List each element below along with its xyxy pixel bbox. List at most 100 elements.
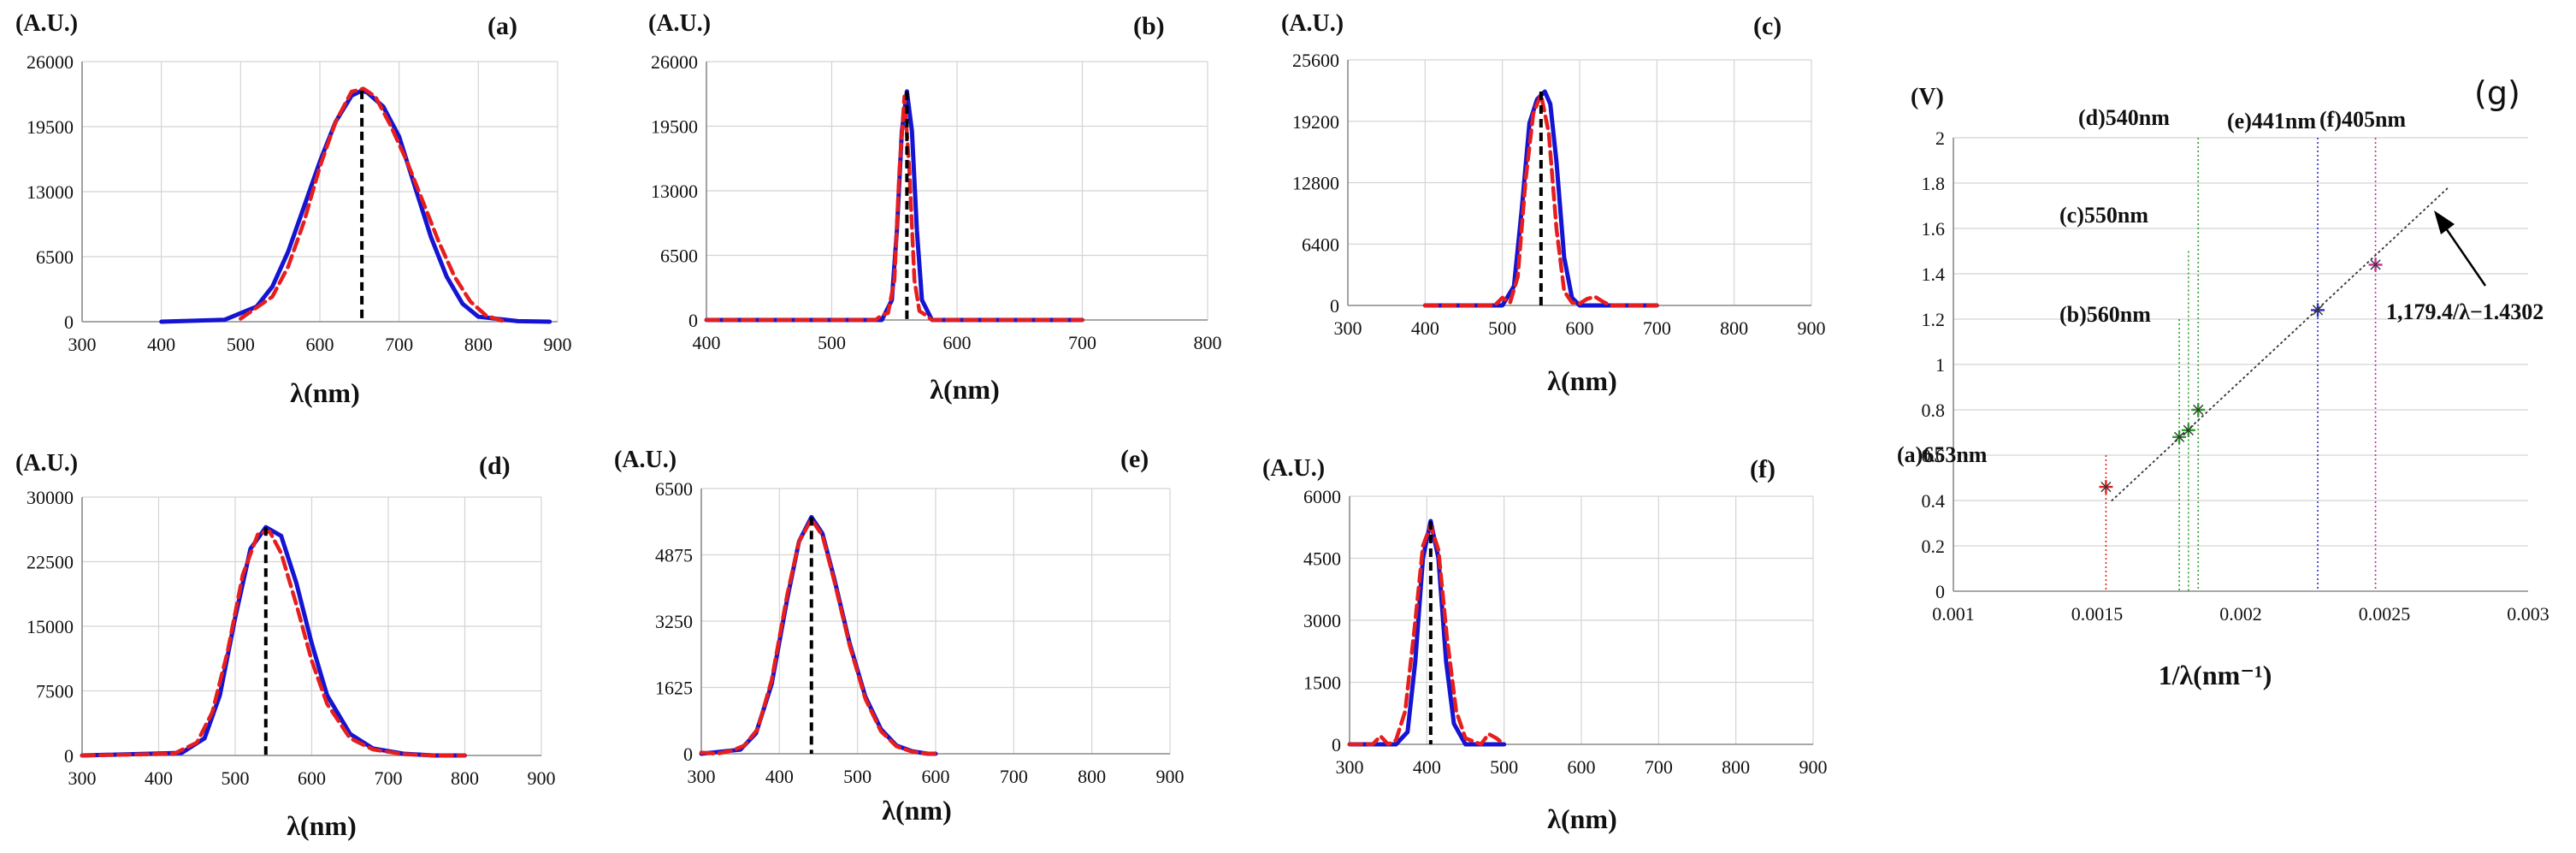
x-tick-label: 400 (693, 332, 721, 353)
x-axis-label: λ(nm) (930, 374, 999, 405)
y-tick-label: 0.4 (1922, 490, 1946, 512)
x-tick-label: 900 (1798, 317, 1826, 339)
point-label: (f)405nm (2319, 107, 2406, 132)
y-tick-label: 3250 (655, 611, 693, 632)
x-tick-label: 0.001 (1932, 603, 1975, 625)
point-label: (a)653nm (1897, 442, 1988, 467)
x-tick-label: 500 (818, 332, 846, 353)
data-point-(d)540nm (2191, 403, 2205, 417)
y-tick-label: 1 (1935, 354, 1945, 376)
x-tick-label: 800 (1194, 332, 1222, 353)
y-tick-label: 0 (683, 743, 693, 765)
y-tick-label: 0 (64, 311, 74, 333)
x-tick-label: 800 (1720, 317, 1748, 339)
x-tick-label: 0.0015 (2071, 603, 2124, 625)
x-tick-label: 700 (1645, 756, 1673, 778)
x-tick-label: 300 (688, 766, 716, 787)
x-tick-label: 300 (68, 334, 97, 355)
y-tick-label: 25600 (1292, 50, 1339, 71)
x-tick-label: 800 (451, 767, 479, 789)
y-tick-label: 19500 (27, 116, 74, 138)
panel-title: (a) (487, 12, 517, 40)
x-tick-label: 0.003 (2507, 603, 2549, 625)
point-label: (c)550nm (2059, 203, 2148, 228)
x-tick-label: 900 (544, 334, 572, 355)
x-tick-label: 600 (922, 766, 950, 787)
x-axis-label: 1/λ(nm⁻¹) (2159, 660, 2272, 690)
panel-title: (c) (1753, 12, 1781, 40)
point-label: (b)560nm (2059, 302, 2151, 327)
y-tick-label: 6500 (660, 246, 698, 267)
arrow-head (2434, 210, 2455, 234)
y-tick-label: 4500 (1303, 548, 1341, 570)
y-axis-unit: (V) (1911, 84, 1944, 110)
series-measured (706, 92, 1083, 320)
x-tick-label: 600 (298, 767, 326, 789)
data-point-(a)653nm (2099, 480, 2112, 494)
y-tick-label: 13000 (651, 181, 698, 202)
x-tick-label: 300 (1334, 317, 1362, 339)
y-tick-label: 6500 (36, 246, 74, 268)
series-fit (240, 89, 502, 321)
fit-line (2112, 188, 2448, 501)
series-fit (82, 531, 465, 755)
panel-g: 0 0.2 0.4 0.6 0.8 1 1.2 1.4 1.6 1.8 2 0.001 0.0015 0.… (1897, 74, 2549, 690)
panel-title: (e) (1120, 445, 1149, 473)
point-label: (e)441nm (2227, 109, 2316, 133)
series-measured (162, 91, 550, 322)
x-tick-label: 400 (145, 767, 173, 789)
x-tick-label: 500 (1490, 756, 1518, 778)
figure: 06500130001950026000300 400 500 600 700 800 90… (0, 0, 2576, 853)
y-tick-label: 19500 (651, 116, 698, 138)
panel-title: (d) (479, 452, 511, 480)
x-axis-label: λ(nm) (287, 810, 356, 841)
y-tick-label: 1500 (1303, 672, 1341, 694)
x-tick-label: 300 (1336, 756, 1364, 778)
point-label: (d)540nm (2078, 105, 2170, 130)
x-tick-label: 0.0025 (2359, 603, 2411, 625)
y-tick-label: 1.2 (1922, 309, 1946, 330)
panel-b: 0 6500 13000 19500 26000 400 500 600 700 800 (b) (A… (648, 10, 1222, 405)
panel-f: 0 1500 3000 4500 6000 300 400 500 600 700 800 900 (f… (1262, 455, 1828, 834)
y-tick-label: 1625 (655, 678, 693, 699)
y-tick-label: 0 (64, 745, 74, 767)
series-measured (701, 517, 936, 754)
panel-c: 0 6400 12800 19200 25600 300 400 500 600 700 800 90… (1281, 10, 1826, 396)
y-axis-unit: (A.U.) (15, 10, 78, 37)
y-tick-label: 26000 (27, 51, 74, 73)
x-tick-label: 600 (1568, 756, 1596, 778)
panel-title: (f) (1750, 455, 1775, 483)
x-tick-label: 800 (1078, 766, 1106, 787)
x-tick-label: 700 (385, 334, 413, 355)
y-tick-label: 0 (688, 310, 698, 331)
y-tick-label: 1.6 (1922, 218, 1946, 240)
x-tick-label: 500 (1488, 317, 1516, 339)
x-tick-label: 0.002 (2219, 603, 2262, 625)
x-tick-label: 900 (1799, 756, 1828, 778)
y-tick-label: 1.8 (1922, 173, 1946, 194)
y-tick-label: 3000 (1303, 610, 1341, 631)
x-axis-label: λ(nm) (1547, 803, 1616, 834)
x-tick-label: 700 (375, 767, 403, 789)
x-tick-label: 500 (843, 766, 871, 787)
panel-title: (g) (2474, 74, 2520, 112)
y-tick-label: 0.8 (1922, 400, 1946, 421)
panel-title: (b) (1133, 12, 1165, 40)
x-tick-label: 400 (147, 334, 175, 355)
arrow-shaft (2444, 226, 2485, 286)
panel-d: 0 7500 15000 22500 30000 300 400 500 600 700 800 90… (15, 450, 556, 841)
x-tick-label: 500 (222, 767, 250, 789)
y-tick-label: 0 (1332, 734, 1341, 755)
x-tick-label: 900 (1156, 766, 1185, 787)
x-tick-label: 700 (1068, 332, 1096, 353)
y-axis-unit: (A.U.) (15, 450, 78, 477)
x-tick-label: 500 (227, 334, 255, 355)
x-axis-label: λ(nm) (290, 377, 359, 408)
y-tick-label: 6000 (1303, 486, 1341, 507)
x-tick-label: 800 (1722, 756, 1750, 778)
fit-equation-label: 1,179.4/λ−1.4302 (2386, 299, 2544, 324)
y-axis-unit: (A.U.) (648, 10, 711, 37)
y-tick-label: 12800 (1292, 173, 1339, 194)
y-tick-label: 7500 (36, 681, 74, 702)
panel-e: 0 1625 3250 4875 6500 300 400 500 600 700 800 900 (e… (614, 445, 1185, 826)
